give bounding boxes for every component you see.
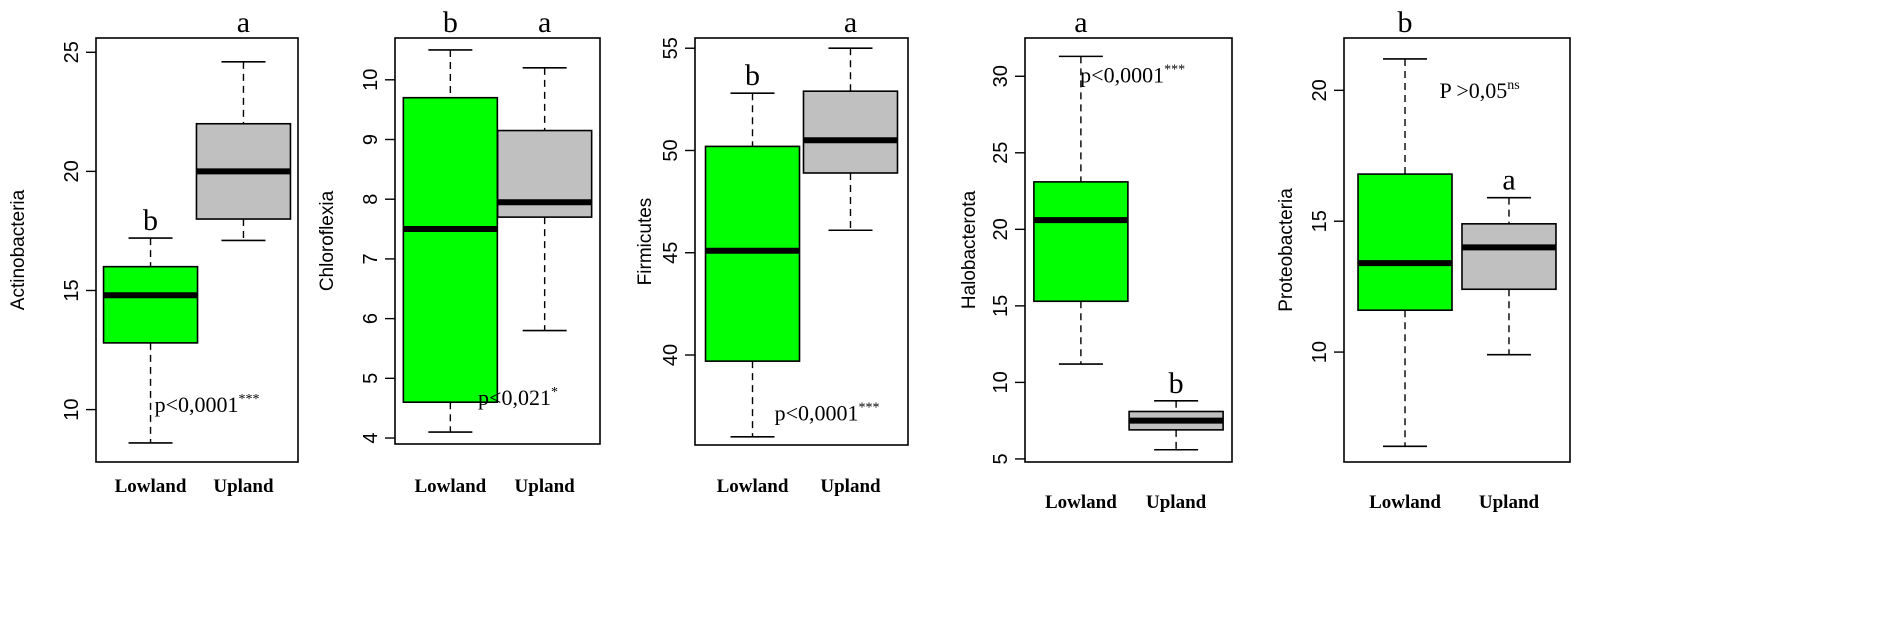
panel-chloroflexia: 4 5 6 7 8 9 10 Chloroflexia b Lowland a Upland p<0,0… xyxy=(317,6,601,497)
panel-halobacterota: 5 10 15 20 25 30 Halobacterota a Lowland b Upland p… xyxy=(959,6,1233,513)
iqr-box xyxy=(1357,173,1453,311)
box-upland: a xyxy=(496,6,593,332)
significance-letter: a xyxy=(844,6,857,39)
significance-letter: b xyxy=(745,59,760,92)
y-tick-label: 30 xyxy=(990,65,1012,87)
significance-letter: b xyxy=(143,204,158,237)
significance-letter: a xyxy=(237,6,250,39)
box-lowland: b xyxy=(102,204,199,444)
box-upland: a xyxy=(1461,164,1557,356)
panel-proteobacteria: 10 15 20 Proteobacteria b Lowland a Upland P >0,… xyxy=(1276,6,1571,513)
iqr-box xyxy=(802,90,899,174)
p-value-label: p<0,021* xyxy=(478,385,558,410)
y-tick-label: 25 xyxy=(990,142,1012,164)
category-label: Lowland xyxy=(115,476,187,497)
y-tick-label: 4 xyxy=(360,432,382,443)
plot-frame xyxy=(394,37,601,445)
y-tick-label: 20 xyxy=(990,218,1012,240)
y-tick-label: 15 xyxy=(990,295,1012,317)
significance-letter: a xyxy=(1502,164,1515,197)
category-label: Lowland xyxy=(1045,492,1117,513)
box-upland: b xyxy=(1128,367,1224,451)
y-axis-title: Proteobacteria xyxy=(1276,188,1297,312)
y-tick-label: 25 xyxy=(61,41,83,63)
p-value-label: p<0,0001*** xyxy=(155,392,260,417)
significance-letter: a xyxy=(1074,6,1087,39)
category-label: Lowland xyxy=(1369,492,1441,513)
iqr-box xyxy=(402,96,499,404)
category-label: Upland xyxy=(213,476,274,497)
iqr-box xyxy=(102,265,199,344)
plot-frame xyxy=(1343,37,1571,463)
y-tick-label: 45 xyxy=(660,242,682,264)
p-value-label: p<0,0001*** xyxy=(775,400,880,425)
y-tick-label: 10 xyxy=(360,69,382,91)
y-tick-label: 10 xyxy=(990,371,1012,393)
y-tick-label: 5 xyxy=(990,453,1012,464)
iqr-box xyxy=(1461,223,1557,291)
y-tick-label: 40 xyxy=(660,344,682,366)
category-label: Upland xyxy=(1146,492,1207,513)
box-upland: a xyxy=(802,6,899,232)
box-lowland: b xyxy=(402,6,499,433)
y-axis-title: Halobacterota xyxy=(959,190,980,309)
y-tick-label: 55 xyxy=(660,37,682,59)
y-axis-title: Actinobacteria xyxy=(8,189,29,310)
y-tick-label: 6 xyxy=(360,313,382,324)
significance-letter: a xyxy=(538,6,551,39)
category-label: Lowland xyxy=(414,476,486,497)
box-lowland: b xyxy=(1357,6,1453,448)
significance-letter: b xyxy=(1169,367,1184,400)
y-tick-label: 10 xyxy=(61,398,83,420)
plot-frame xyxy=(694,37,909,446)
box-lowland: b xyxy=(704,59,801,438)
category-label: Upland xyxy=(1479,492,1540,513)
y-tick-label: 15 xyxy=(1309,210,1331,232)
y-tick-label: 8 xyxy=(360,194,382,205)
y-tick-label: 7 xyxy=(360,253,382,264)
category-label: Upland xyxy=(515,476,576,497)
category-label: Lowland xyxy=(717,476,789,497)
y-tick-label: 5 xyxy=(360,373,382,384)
plot-frame xyxy=(1024,37,1233,463)
y-tick-label: 20 xyxy=(1309,79,1331,101)
panel-actinobacteria: 10 15 20 25 Actinobacteria b Lowland a Upland p<0… xyxy=(8,6,299,497)
y-tick-label: 10 xyxy=(1309,341,1331,363)
box-lowland: a xyxy=(1033,6,1129,365)
panel-firmicutes: 40 45 50 55 Firmicutes b Lowland a Upland p<0,000… xyxy=(635,6,909,497)
category-label: Upland xyxy=(820,476,881,497)
y-tick-label: 9 xyxy=(360,134,382,145)
p-value-label: P >0,05ns xyxy=(1439,78,1519,103)
iqr-box xyxy=(1033,181,1129,303)
significance-letter: b xyxy=(1398,6,1413,39)
significance-letter: b xyxy=(443,6,458,39)
y-tick-label: 50 xyxy=(660,139,682,161)
y-axis-title: Firmicutes xyxy=(635,198,656,286)
p-value-label: p<0,0001*** xyxy=(1080,62,1185,87)
y-tick-label: 15 xyxy=(61,279,83,301)
y-axis-title: Chloroflexia xyxy=(317,190,338,291)
box-upland: a xyxy=(195,6,292,242)
plot-frame xyxy=(95,37,299,463)
iqr-box xyxy=(704,145,801,362)
y-tick-label: 20 xyxy=(61,160,83,182)
